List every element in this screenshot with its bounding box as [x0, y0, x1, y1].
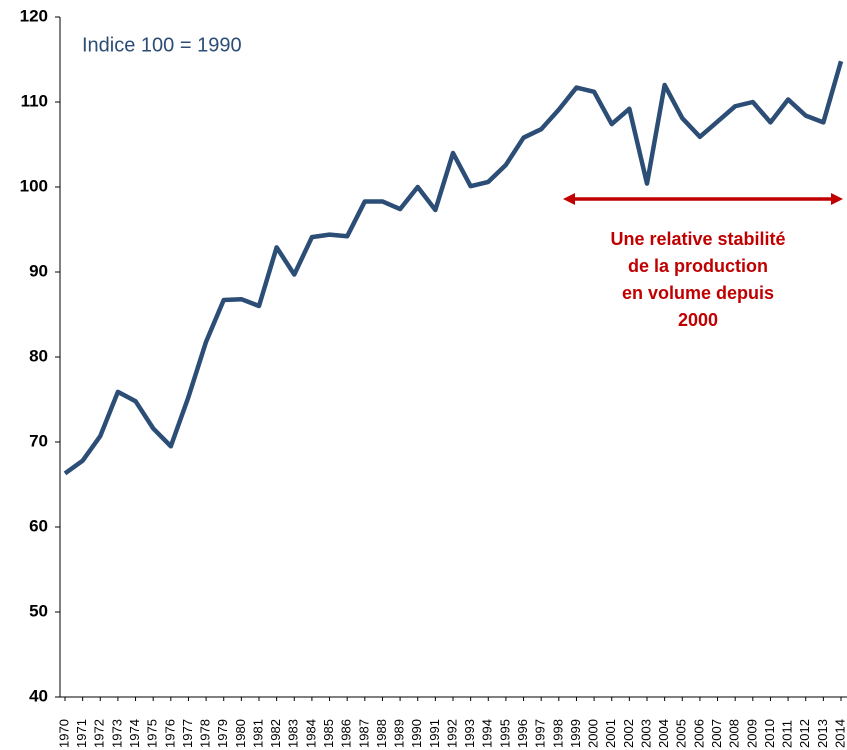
x-tick-label: 1970	[56, 719, 71, 748]
y-tick-label: 40	[29, 686, 48, 705]
x-tick-label: 1985	[321, 719, 336, 748]
annotation: 2000	[678, 310, 718, 330]
x-tick-label: 2006	[691, 719, 706, 748]
x-tick-label: 2008	[727, 719, 742, 748]
arrow-head	[563, 193, 575, 205]
x-tick-label: 1995	[497, 719, 512, 748]
y-tick-label: 70	[29, 431, 48, 450]
x-tick-label: 2004	[656, 719, 671, 748]
x-tick-label: 1973	[109, 719, 124, 748]
x-tick-label: 1980	[233, 719, 248, 748]
x-tick-label: 1988	[374, 719, 389, 748]
y-tick-label: 110	[21, 91, 48, 110]
x-tick-label: 1999	[568, 719, 583, 748]
x-tick-label: 2009	[744, 719, 759, 748]
x-tick-label: 1987	[356, 719, 371, 748]
x-tick-label: 1979	[215, 719, 230, 748]
x-tick-label: 1991	[427, 719, 442, 748]
x-tick-label: 2000	[586, 719, 601, 748]
arrow-head	[831, 193, 843, 205]
y-tick-label: 90	[29, 261, 48, 280]
x-tick-label: 1982	[268, 719, 283, 748]
y-tick-label: 100	[20, 176, 48, 195]
x-tick-label: 1989	[392, 719, 407, 748]
x-tick-label: 1997	[533, 719, 548, 748]
line	[63, 60, 844, 476]
subtitle: Indice 100 = 1990	[82, 34, 242, 56]
x-tick-label: 2005	[674, 719, 689, 748]
x-tick-label: 1978	[198, 719, 213, 748]
x-tick-label: 1974	[127, 719, 142, 748]
x-tick-label: 2013	[815, 719, 830, 748]
annotation: de la production	[628, 256, 768, 276]
x-tick-label: 1972	[92, 719, 107, 748]
x-tick-label: 1996	[515, 719, 530, 748]
x-tick-label: 1983	[286, 719, 301, 748]
y-tick-label: 60	[29, 516, 48, 535]
annotation: en volume depuis	[622, 283, 774, 303]
y-tick-label: 80	[29, 346, 48, 365]
x-tick-label: 1990	[409, 719, 424, 748]
x-tick-label: 1986	[339, 719, 354, 748]
annotation: Une relative stabilité	[610, 229, 785, 249]
x-tick-label: 2002	[621, 719, 636, 748]
x-tick-label: 1984	[303, 719, 318, 748]
x-tick-label: 1998	[550, 719, 565, 748]
x-tick-label: 1975	[145, 719, 160, 748]
x-tick-label: 2001	[603, 719, 618, 748]
x-tick-label: 1994	[480, 719, 495, 748]
x-tick-label: 1981	[250, 719, 265, 748]
x-tick-label: 2011	[780, 720, 795, 748]
x-tick-label: 1992	[444, 719, 459, 748]
x-tick-label: 1971	[74, 719, 89, 748]
x-tick-label: 2010	[762, 719, 777, 748]
x-tick-label: 2007	[709, 719, 724, 748]
x-tick-label: 2014	[832, 719, 847, 748]
x-tick-label: 2012	[797, 719, 812, 748]
x-tick-label: 1976	[162, 719, 177, 748]
y-tick-label: 120	[20, 6, 48, 25]
x-tick-label: 1977	[180, 719, 195, 748]
x-tick-label: 1993	[462, 719, 477, 748]
x-tick-label: 2003	[638, 719, 653, 748]
y-tick-label: 50	[29, 601, 48, 620]
